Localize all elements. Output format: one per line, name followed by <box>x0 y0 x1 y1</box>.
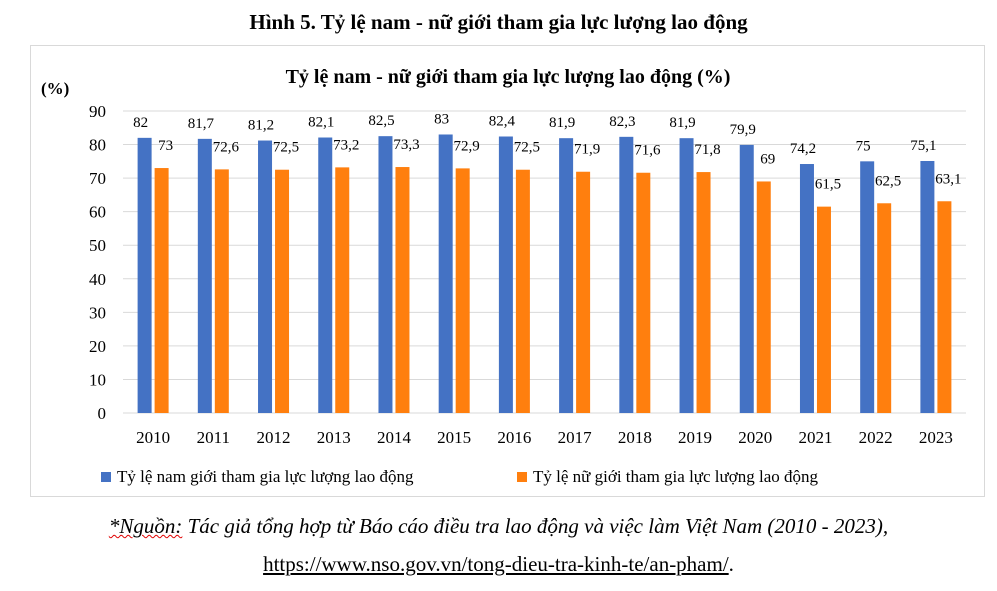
bar-male <box>860 161 875 413</box>
x-tick-label: 2021 <box>798 428 832 447</box>
source-text: Tác giả tổng hợp từ Báo cáo điều tra lao… <box>182 514 889 538</box>
bar-male <box>920 160 935 413</box>
x-tick-label: 2020 <box>738 428 772 447</box>
bar-female <box>455 168 470 413</box>
legend-female-label: Tỷ lệ nữ giới tham gia lực lượng lao độn… <box>533 467 818 486</box>
data-label: 74,2 <box>790 141 816 157</box>
y-tick-label: 30 <box>89 303 106 322</box>
data-label: 61,5 <box>815 177 841 193</box>
bar-male <box>318 137 333 413</box>
y-tick-label: 50 <box>89 236 106 255</box>
data-label: 72,5 <box>514 140 540 156</box>
data-label: 81,9 <box>669 115 695 131</box>
bar-chart: Tỷ lệ nam - nữ giới tham gia lực lượng l… <box>41 66 966 486</box>
data-label: 75 <box>856 138 871 154</box>
data-label: 83 <box>434 111 449 127</box>
y-tick-label: 20 <box>89 337 106 356</box>
x-tick-label: 2023 <box>919 428 953 447</box>
chart-frame: Tỷ lệ nam - nữ giới tham gia lực lượng l… <box>30 45 985 497</box>
data-label: 72,6 <box>213 139 240 155</box>
bar-female <box>756 181 771 413</box>
bar-male <box>378 136 393 413</box>
data-label: 82,1 <box>308 115 334 131</box>
source-url-line: https://www.nso.gov.vn/tong-dieu-tra-kin… <box>0 552 997 577</box>
x-tick-label: 2022 <box>859 428 893 447</box>
source-prefix: *Nguồn: <box>108 514 183 538</box>
data-label: 72,9 <box>454 138 480 154</box>
bar-male <box>679 138 694 413</box>
data-label: 81,2 <box>248 118 274 134</box>
bar-female <box>877 203 892 413</box>
x-tick-label: 2012 <box>257 428 291 447</box>
data-label: 73 <box>158 138 173 154</box>
data-label: 81,7 <box>188 116 215 132</box>
bar-female <box>214 169 229 413</box>
source-url[interactable]: https://www.nso.gov.vn/tong-dieu-tra-kin… <box>263 552 729 576</box>
data-label: 71,9 <box>574 142 600 158</box>
legend-male-swatch <box>101 472 111 482</box>
data-label: 82 <box>133 115 148 131</box>
bar-female <box>696 172 711 413</box>
y-tick-label: 70 <box>89 169 106 188</box>
data-label: 81,9 <box>549 115 575 131</box>
bar-female <box>154 168 169 413</box>
chart-title: Tỷ lệ nam - nữ giới tham gia lực lượng l… <box>286 66 731 88</box>
y-axis-label: (%) <box>41 79 69 98</box>
data-label: 79,9 <box>730 122 756 138</box>
data-label: 62,5 <box>875 173 901 189</box>
data-label: 72,5 <box>273 140 299 156</box>
y-tick-label: 0 <box>98 404 107 423</box>
x-tick-label: 2018 <box>618 428 652 447</box>
y-tick-label: 40 <box>89 270 106 289</box>
data-label: 82,5 <box>368 113 394 129</box>
bar-male <box>739 144 754 413</box>
legend-female-swatch <box>517 472 527 482</box>
y-tick-label: 80 <box>89 136 106 155</box>
bar-female <box>275 169 290 413</box>
bar-female <box>576 171 591 413</box>
bar-male <box>438 134 453 413</box>
x-tick-label: 2015 <box>437 428 471 447</box>
data-label: 73,2 <box>333 137 359 153</box>
bar-male <box>799 164 814 413</box>
bar-female <box>515 169 530 413</box>
x-tick-label: 2017 <box>558 428 593 447</box>
x-tick-label: 2016 <box>497 428 531 447</box>
bar-female <box>395 167 410 413</box>
bar-male <box>197 138 212 413</box>
x-tick-label: 2014 <box>377 428 412 447</box>
data-label: 82,4 <box>489 114 516 130</box>
x-tick-label: 2013 <box>317 428 351 447</box>
bar-male <box>619 136 634 413</box>
bar-female <box>636 172 651 413</box>
data-label: 82,3 <box>609 114 635 130</box>
source-note: *Nguồn: Tác giả tổng hợp từ Báo cáo điều… <box>0 514 997 539</box>
x-tick-label: 2019 <box>678 428 712 447</box>
bar-female <box>937 201 952 413</box>
bar-male <box>258 140 273 413</box>
bar-male <box>498 136 513 413</box>
bar-female <box>816 206 831 413</box>
x-tick-label: 2011 <box>197 428 230 447</box>
x-tick-label: 2010 <box>136 428 170 447</box>
data-label: 75,1 <box>910 138 936 154</box>
data-label: 69 <box>760 151 775 167</box>
data-label: 73,3 <box>393 137 419 153</box>
data-label: 63,1 <box>935 171 961 187</box>
bar-male <box>559 138 574 413</box>
url-suffix: . <box>728 552 734 576</box>
legend-male-label: Tỷ lệ nam giới tham gia lực lượng lao độ… <box>117 467 414 486</box>
data-label: 71,6 <box>634 143 661 159</box>
y-tick-label: 60 <box>89 203 106 222</box>
y-tick-label: 10 <box>89 370 106 389</box>
bar-female <box>335 167 350 413</box>
bar-male <box>137 137 152 413</box>
figure-title: Hình 5. Tỷ lệ nam - nữ giới tham gia lực… <box>249 10 748 34</box>
data-label: 71,8 <box>694 142 720 158</box>
y-tick-label: 90 <box>89 102 106 121</box>
